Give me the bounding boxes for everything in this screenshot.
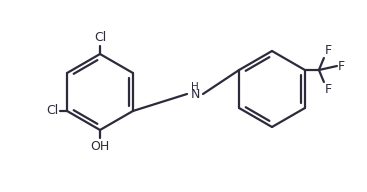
Text: F: F bbox=[325, 44, 332, 57]
Text: Cl: Cl bbox=[94, 31, 106, 44]
Text: F: F bbox=[325, 83, 332, 96]
Text: Cl: Cl bbox=[46, 104, 58, 118]
Text: OH: OH bbox=[90, 140, 110, 153]
Text: H: H bbox=[191, 82, 199, 92]
Text: N: N bbox=[190, 88, 200, 100]
Text: F: F bbox=[338, 60, 345, 73]
